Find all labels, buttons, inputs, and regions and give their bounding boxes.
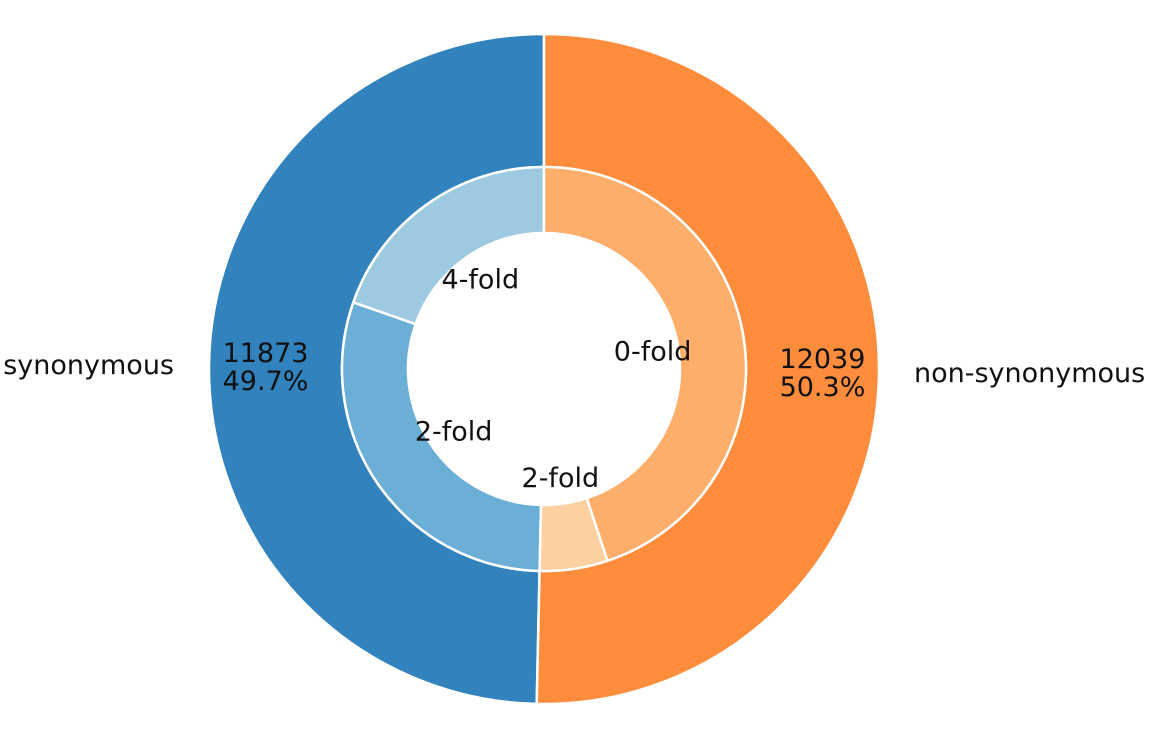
synonymous-count: 11873 [223, 338, 309, 369]
synonymous-4-fold-label: 4-fold [442, 264, 520, 295]
synonymous-2-fold-label: 2-fold [415, 417, 493, 448]
inner-synonymous-2-fold-wedge [340, 301, 543, 573]
non-synonymous-label: non-synonymous [914, 358, 1145, 389]
synonymous-percent: 49.7% [223, 366, 309, 397]
outer-ring [207, 32, 881, 706]
non-synonymous-0-fold-label: 0-fold [614, 336, 692, 367]
non-synonymous-2-fold-label: 2-fold [522, 463, 600, 494]
inner-ring [340, 165, 748, 573]
synonymous-label: synonymous [3, 350, 174, 381]
non-synonymous-percent: 50.3% [780, 372, 866, 403]
inner-non-synonymous-0-fold-wedge [542, 165, 748, 563]
non-synonymous-count: 12039 [780, 344, 866, 375]
